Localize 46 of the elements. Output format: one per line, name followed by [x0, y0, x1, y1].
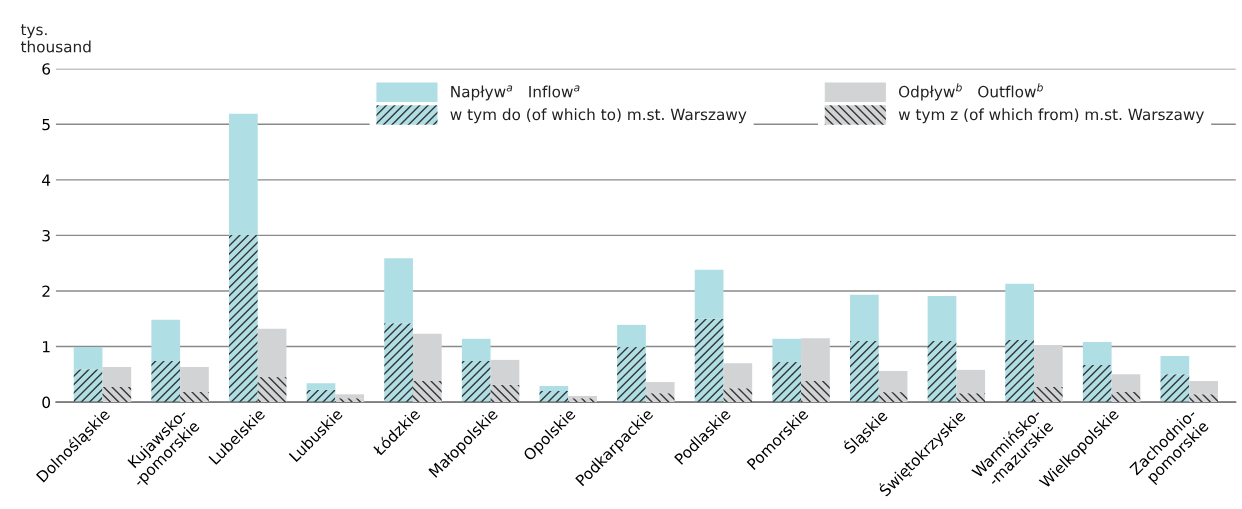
bar	[1160, 374, 1190, 403]
bar	[723, 363, 753, 389]
bar	[539, 391, 569, 403]
bar	[645, 393, 675, 403]
y-tick-label: 2	[42, 285, 50, 297]
y-tick-label: 1	[42, 341, 50, 353]
bar	[412, 380, 442, 403]
bar	[461, 338, 491, 361]
bar	[228, 113, 258, 235]
text: Odpływ$^{b}$ Outflow$^{b}$	[898, 83, 1043, 101]
text: Napływ$^{a}$ Inflow$^{a}$	[451, 85, 580, 101]
bar	[306, 383, 336, 390]
bar	[694, 318, 724, 403]
bar	[1082, 342, 1112, 365]
bar	[257, 377, 287, 403]
bar	[645, 382, 675, 394]
legend-label: w tym z (of which from) m.st. Warszawy	[898, 108, 1204, 124]
bar	[257, 328, 287, 378]
bar	[723, 388, 753, 403]
bar	[927, 295, 957, 341]
bar	[1005, 283, 1034, 340]
y-tick-label: 6	[42, 63, 51, 75]
y-tick-label: 0	[42, 396, 51, 409]
bar	[849, 294, 879, 341]
bar	[180, 392, 209, 403]
bar	[1033, 387, 1063, 403]
bar	[1082, 364, 1112, 403]
bar	[617, 347, 646, 403]
bar	[1111, 392, 1141, 403]
bar	[384, 258, 413, 324]
legend-label: w tym do (of which to) m.st. Warszawy	[450, 108, 747, 124]
bar	[539, 386, 569, 391]
bar	[228, 234, 258, 403]
bar	[927, 340, 957, 403]
bar	[617, 324, 646, 348]
bar	[151, 319, 181, 361]
bar	[878, 392, 908, 403]
bar	[849, 340, 879, 403]
bar	[1160, 355, 1190, 375]
y-axis-title: tys. thousand	[20, 24, 91, 53]
bar	[73, 347, 103, 370]
bar	[956, 393, 986, 403]
y-tick-label: 3	[42, 229, 50, 242]
y-tick-label: 4	[42, 174, 51, 186]
bar	[694, 269, 724, 319]
y-tick-label: 5	[42, 118, 50, 131]
